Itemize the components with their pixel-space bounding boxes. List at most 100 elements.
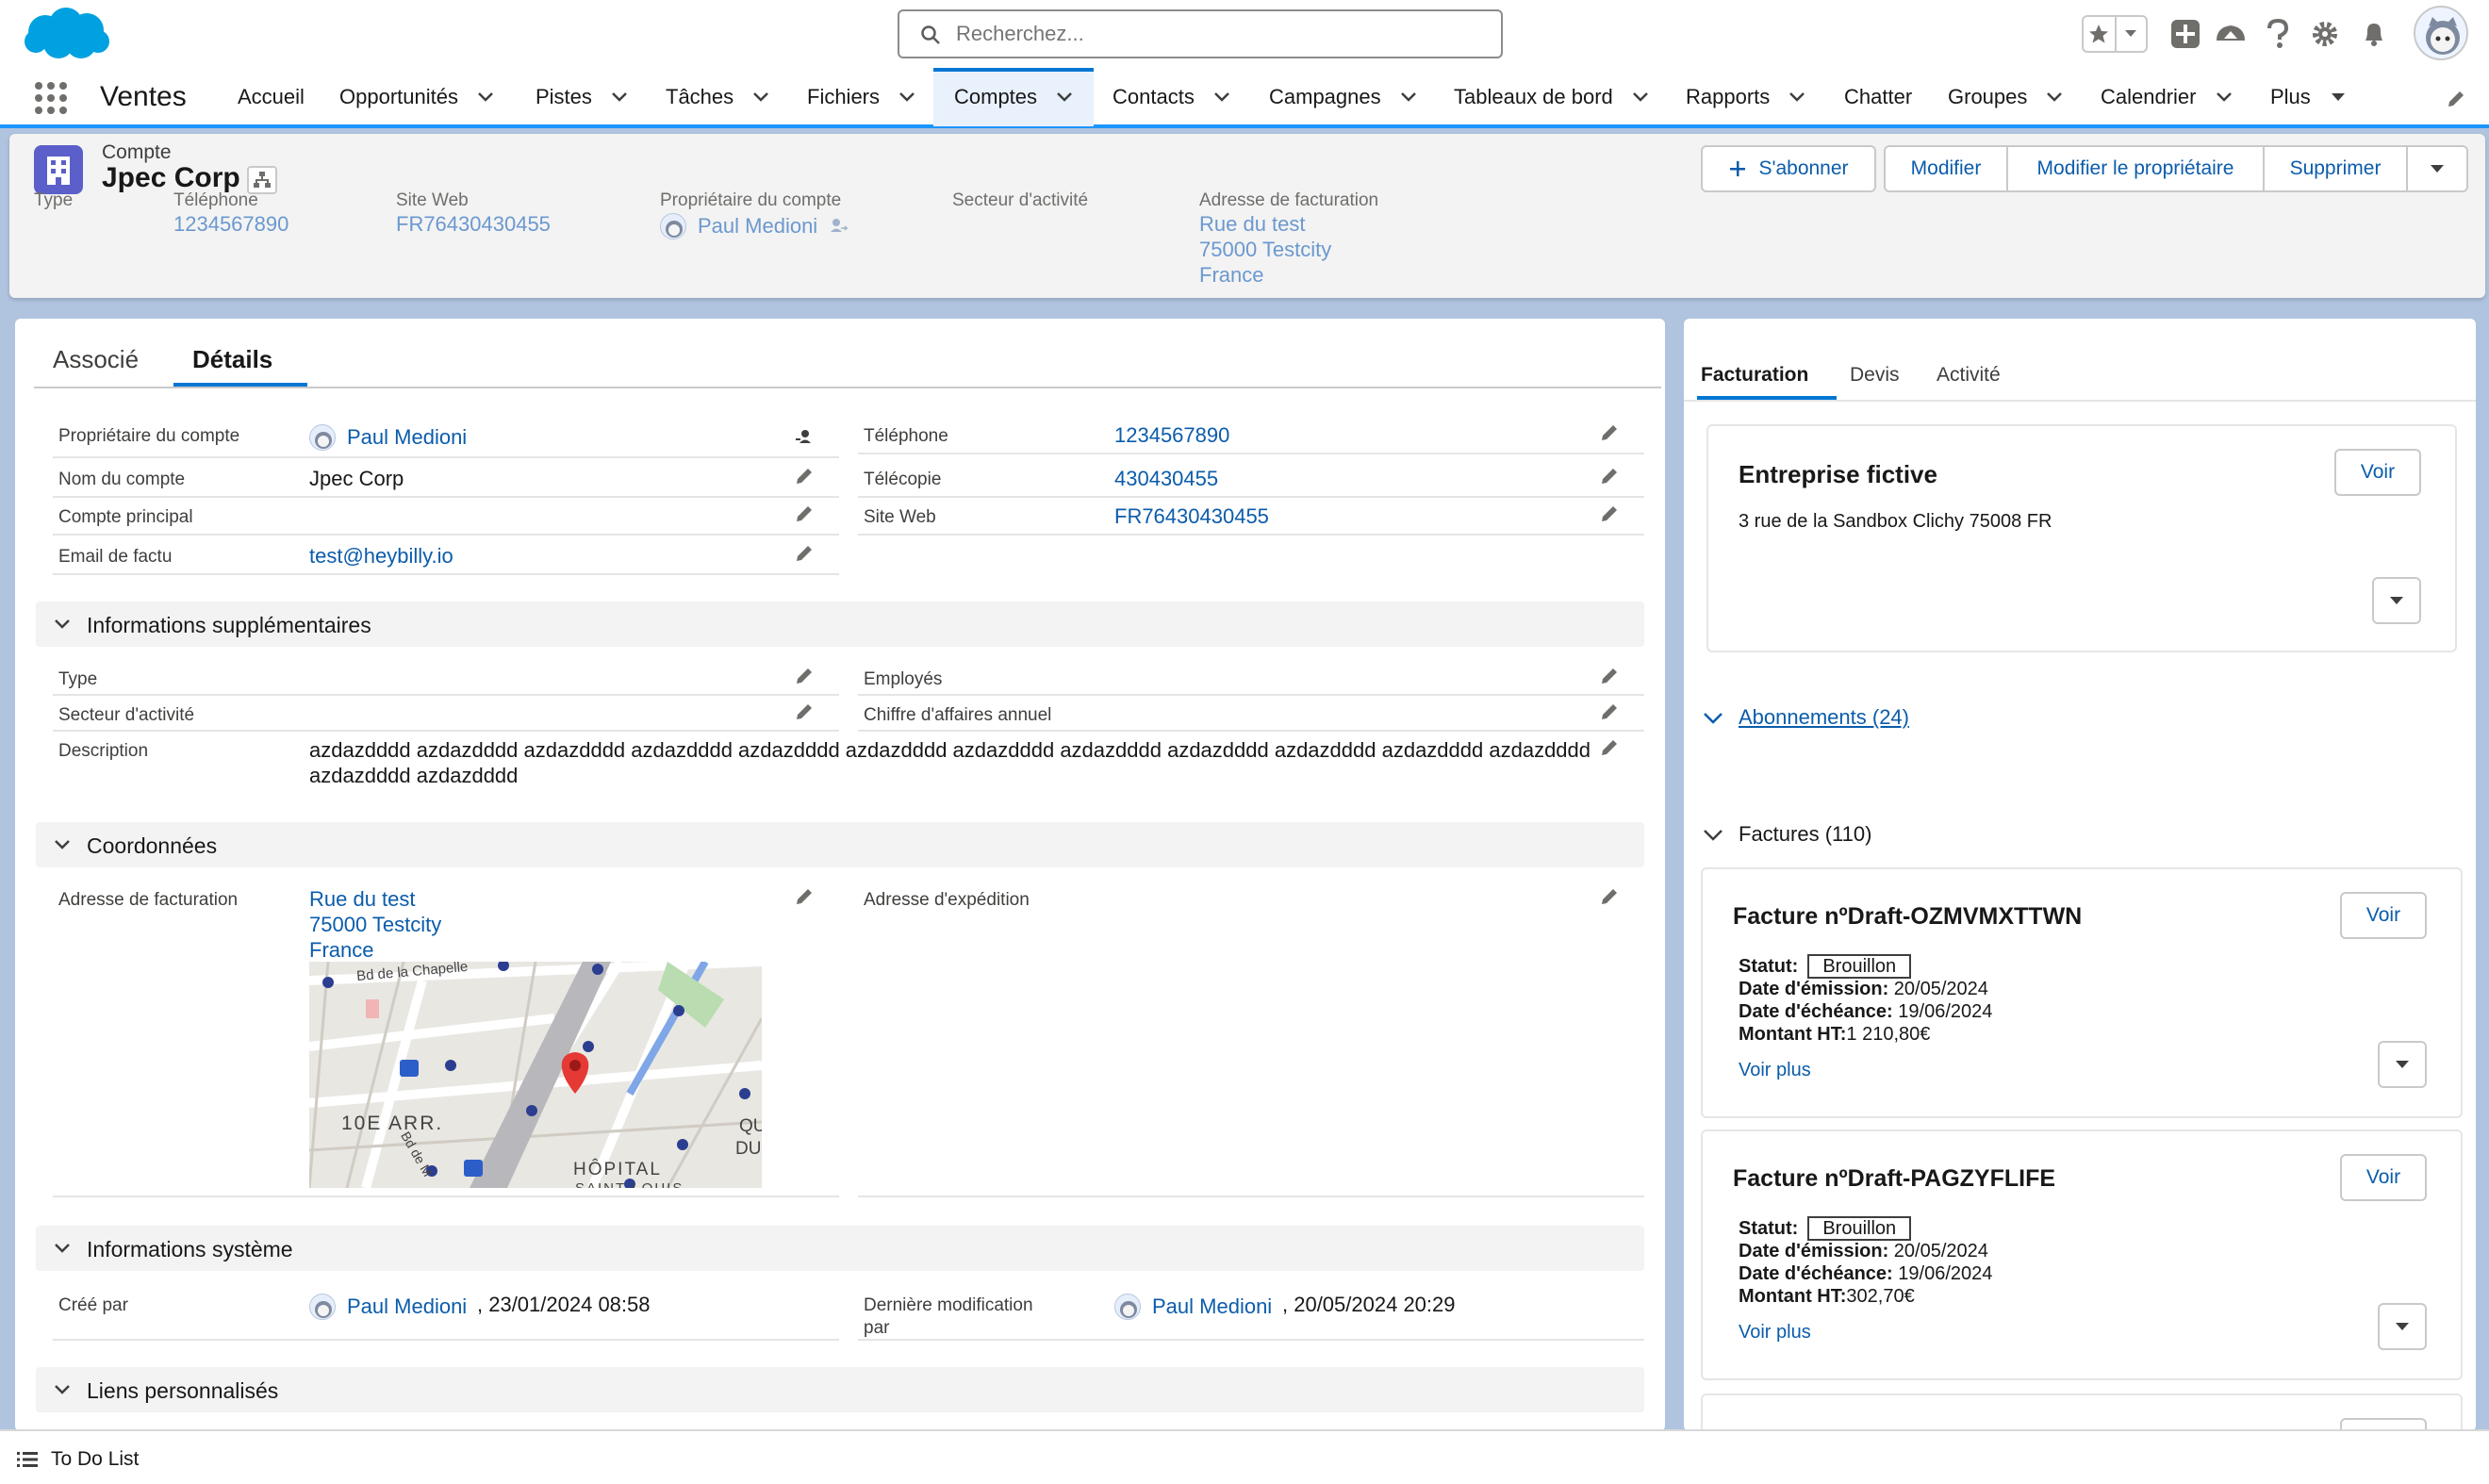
field-fax-value[interactable]: 430430455 bbox=[1114, 467, 1219, 490]
invoice-menu-button[interactable] bbox=[2378, 1303, 2427, 1350]
highlight-billing-line2[interactable]: 75000 Testcity bbox=[1199, 238, 1332, 261]
chevron-down-icon[interactable] bbox=[2046, 91, 2063, 103]
salesforce-logo[interactable] bbox=[21, 4, 111, 66]
section-additional-info[interactable]: Informations supplémentaires bbox=[36, 602, 1644, 647]
notifications-button[interactable] bbox=[2355, 15, 2393, 53]
highlight-website-value[interactable]: FR76430430455 bbox=[396, 212, 551, 236]
section-coordinates[interactable]: Coordonnées bbox=[36, 822, 1644, 867]
invoice-more-link[interactable]: Voir plus bbox=[1739, 1322, 1811, 1343]
pencil-icon[interactable] bbox=[1599, 737, 1620, 758]
invoice-view-button[interactable] bbox=[2340, 1418, 2427, 1431]
todo-list-button[interactable]: To Do List bbox=[17, 1448, 139, 1471]
invoice-view-button[interactable]: Voir bbox=[2340, 892, 2427, 939]
help-button[interactable] bbox=[2259, 15, 2297, 53]
nav-item-comptes[interactable]: Comptes bbox=[954, 68, 1073, 126]
favorites-star-button[interactable] bbox=[2084, 17, 2115, 51]
pencil-icon[interactable] bbox=[794, 886, 815, 907]
section-custom-links[interactable]: Liens personnalisés bbox=[36, 1367, 1644, 1412]
invoice-view-button[interactable]: Voir bbox=[2340, 1154, 2427, 1201]
view-hierarchy-button[interactable] bbox=[247, 166, 277, 194]
modified-by-user[interactable]: Paul Medioni bbox=[1152, 1294, 1273, 1318]
pencil-icon[interactable] bbox=[1599, 503, 1620, 524]
highlight-billing-line1[interactable]: Rue du test bbox=[1199, 212, 1306, 236]
pencil-icon[interactable] bbox=[794, 666, 815, 686]
pencil-icon[interactable] bbox=[794, 503, 815, 524]
field-owner-value[interactable]: Paul Medioni bbox=[347, 425, 468, 449]
chevron-down-icon[interactable] bbox=[752, 91, 769, 103]
edit-button[interactable]: Modifier bbox=[1886, 147, 2008, 190]
company-menu-button[interactable] bbox=[2372, 577, 2421, 624]
invoice-more-link[interactable]: Voir plus bbox=[1739, 1060, 1811, 1080]
more-actions-button[interactable] bbox=[2408, 147, 2466, 190]
invoice-menu-button[interactable] bbox=[2378, 1041, 2427, 1088]
pencil-icon[interactable] bbox=[2446, 89, 2466, 109]
company-view-button[interactable]: Voir bbox=[2334, 449, 2421, 496]
highlight-phone-value[interactable]: 1234567890 bbox=[173, 212, 289, 236]
field-website-value[interactable]: FR76430430455 bbox=[1114, 504, 1269, 528]
trailhead-button[interactable] bbox=[2212, 15, 2250, 53]
pencil-icon[interactable] bbox=[794, 543, 815, 564]
field-phone-value[interactable]: 1234567890 bbox=[1114, 423, 1230, 447]
nav-item-chatter[interactable]: Chatter bbox=[1844, 68, 1912, 126]
pencil-icon[interactable] bbox=[1599, 886, 1620, 907]
chevron-down-icon[interactable] bbox=[1632, 91, 1649, 103]
billing-address-line2[interactable]: 75000 Testcity bbox=[309, 913, 442, 936]
chevron-down-icon[interactable] bbox=[1400, 91, 1417, 103]
invoices-section-title[interactable]: Factures (110) bbox=[1739, 822, 1872, 846]
tab-activite[interactable]: Activité bbox=[1937, 364, 2001, 386]
setup-button[interactable] bbox=[2306, 15, 2344, 53]
billing-address-line3[interactable]: France bbox=[309, 938, 374, 962]
nav-item-opportunites[interactable]: Opportunités bbox=[339, 68, 494, 126]
chevron-down-icon[interactable] bbox=[1056, 91, 1073, 103]
tab-facturation[interactable]: Facturation bbox=[1701, 364, 1809, 386]
highlight-owner-value[interactable]: Paul Medioni bbox=[698, 214, 818, 238]
global-create-button[interactable] bbox=[2167, 15, 2204, 53]
tab-details[interactable]: Détails bbox=[192, 345, 273, 373]
tab-devis[interactable]: Devis bbox=[1850, 364, 1900, 386]
chevron-down-icon[interactable] bbox=[1703, 711, 1723, 726]
chevron-down-icon[interactable] bbox=[477, 91, 494, 103]
highlight-billing-line3[interactable]: France bbox=[1199, 263, 1264, 287]
nav-item-pistes[interactable]: Pistes bbox=[536, 68, 628, 126]
nav-item-accueil[interactable]: Accueil bbox=[238, 68, 305, 126]
nav-item-fichiers[interactable]: Fichiers bbox=[807, 68, 915, 126]
chevron-down-icon[interactable] bbox=[898, 91, 915, 103]
tab-associe[interactable]: Associé bbox=[53, 345, 140, 373]
pencil-icon[interactable] bbox=[1599, 701, 1620, 722]
app-launcher-icon[interactable] bbox=[34, 81, 68, 115]
global-search[interactable] bbox=[898, 9, 1503, 58]
chevron-down-icon[interactable] bbox=[2216, 91, 2233, 103]
pencil-icon[interactable] bbox=[1599, 666, 1620, 686]
chevron-down-icon[interactable] bbox=[1703, 828, 1723, 843]
billing-address-line1[interactable]: Rue du test bbox=[309, 887, 416, 911]
search-input[interactable] bbox=[956, 19, 1484, 49]
favorites-menu-button[interactable] bbox=[2114, 17, 2146, 51]
section-system-info[interactable]: Informations système bbox=[36, 1226, 1644, 1271]
user-avatar[interactable] bbox=[2414, 6, 2468, 60]
subscriptions-link[interactable]: Abonnements (24) bbox=[1739, 705, 1909, 729]
nav-item-campagnes[interactable]: Campagnes bbox=[1269, 68, 1417, 126]
chevron-down-icon[interactable] bbox=[1213, 91, 1230, 103]
nav-item-groupes[interactable]: Groupes bbox=[1948, 68, 2063, 126]
pencil-icon[interactable] bbox=[1599, 422, 1620, 443]
nav-item-plus[interactable]: Plus bbox=[2270, 68, 2347, 126]
change-owner-icon[interactable] bbox=[794, 426, 815, 447]
pencil-icon[interactable] bbox=[1599, 466, 1620, 486]
nav-item-calendrier[interactable]: Calendrier bbox=[2101, 68, 2233, 126]
caret-down-icon[interactable] bbox=[2330, 91, 2347, 103]
nav-item-taches[interactable]: Tâches bbox=[666, 68, 769, 126]
change-owner-button[interactable]: Modifier le propriétaire bbox=[2008, 147, 2265, 190]
nav-item-tableaux-de-bord[interactable]: Tableaux de bord bbox=[1454, 68, 1649, 126]
nav-item-contacts[interactable]: Contacts bbox=[1113, 68, 1230, 126]
nav-item-rapports[interactable]: Rapports bbox=[1686, 68, 1805, 126]
chevron-down-icon[interactable] bbox=[611, 91, 628, 103]
created-by-user[interactable]: Paul Medioni bbox=[347, 1294, 468, 1318]
chevron-down-icon[interactable] bbox=[1788, 91, 1805, 103]
billing-address-map[interactable]: Bd de la Chapelle 10E ARR. Bd de M HÔPIT… bbox=[309, 962, 762, 1188]
field-email-value[interactable]: test@heybilly.io bbox=[309, 544, 453, 568]
delete-button[interactable]: Supprimer bbox=[2265, 147, 2408, 190]
pencil-icon[interactable] bbox=[794, 466, 815, 486]
subscribe-button[interactable]: S'abonner bbox=[1701, 145, 1876, 192]
pencil-icon[interactable] bbox=[794, 701, 815, 722]
change-owner-icon[interactable] bbox=[828, 215, 849, 236]
